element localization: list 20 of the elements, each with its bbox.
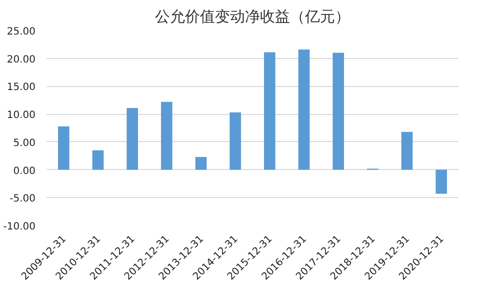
y-tick-label: 20.00: [6, 54, 36, 66]
chart-title: 公允价值变动净收益（亿元）: [155, 8, 350, 26]
bar: [401, 132, 413, 170]
bar: [58, 126, 70, 170]
y-tick-label: 15.00: [6, 82, 36, 94]
y-tick-label: 10.00: [6, 110, 36, 122]
bar: [126, 108, 138, 170]
bar: [92, 150, 104, 170]
bar: [230, 112, 241, 170]
bar: [161, 102, 172, 170]
y-tick-label: -5.00: [10, 194, 36, 205]
bar: [195, 156, 207, 170]
bar: [436, 170, 447, 194]
bar: [332, 52, 344, 170]
y-tick-label: -10.00: [3, 222, 36, 232]
y-tick-label: 25.00: [6, 26, 36, 38]
bar: [264, 52, 276, 170]
bar: [298, 49, 310, 170]
y-tick-label: 5.00: [13, 138, 36, 149]
y-tick-label: 0.00: [13, 166, 36, 177]
